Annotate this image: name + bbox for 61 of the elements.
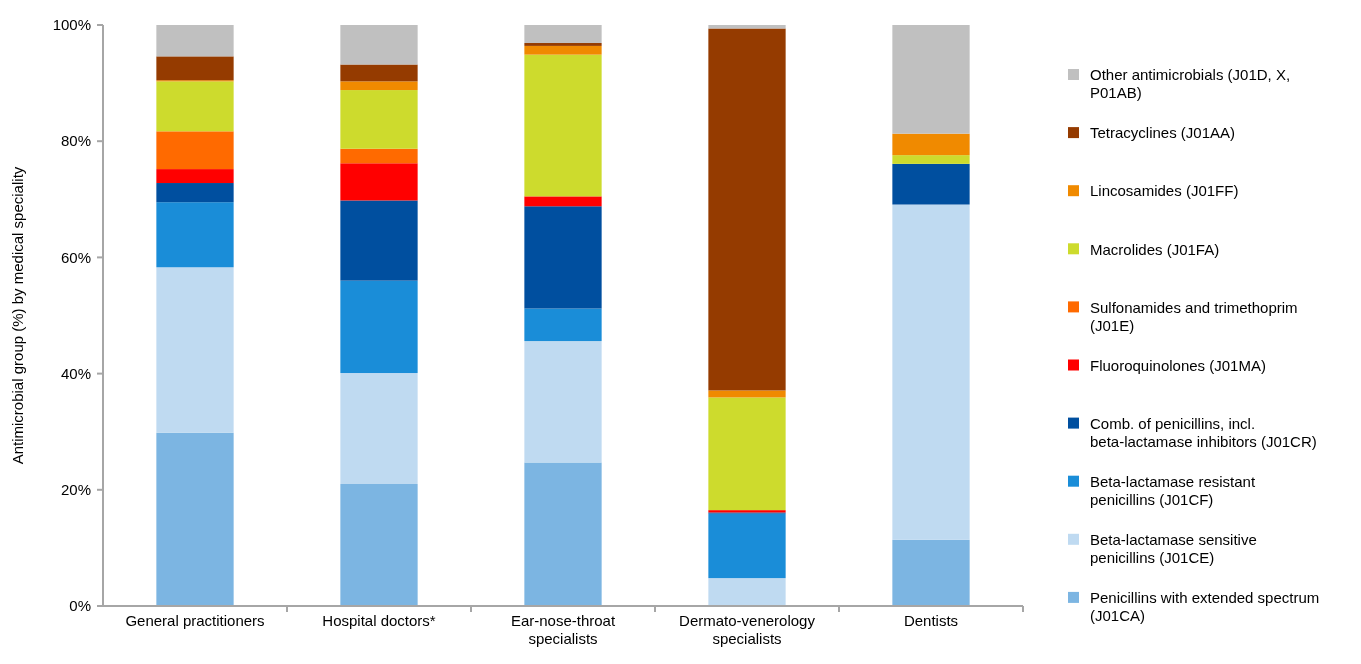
legend-label: Tetracyclines (J01AA) [1090,124,1236,142]
bar [892,539,970,606]
y-tick-label: 40% [60,364,91,382]
x-tick-label: General practitioners [125,612,265,629]
y-tick-label: 60% [60,248,91,266]
bar [340,280,418,374]
bar [340,163,418,201]
bar [340,81,418,91]
y-tick-label: 0% [69,597,91,615]
bar [156,131,234,170]
bar [524,308,602,342]
bar [892,155,970,164]
bar [892,163,970,205]
legend-label: Penicillins with extended spectrum (J01CA) [1090,589,1320,625]
bar [892,133,970,156]
bar [156,267,234,433]
bar [524,45,602,55]
bar [156,169,234,184]
bar [340,64,418,82]
legend-label: Fluoroquinolones (J01MA) [1090,356,1266,374]
bar [892,204,970,540]
bar [340,483,418,606]
x-tick-label: Ear-nose-throat specialists [510,612,616,647]
y-tick-label: 80% [60,132,91,150]
bar [524,196,602,207]
bar [524,462,602,606]
bar [340,200,418,281]
bar [340,25,418,65]
bar [156,56,234,81]
legend-label: Sulfonamides and trimethoprim (J01E) [1090,298,1298,334]
legend-label: Macrolides (J01FA) [1090,240,1220,258]
y-tick-label: 100% [52,16,91,34]
bar [708,513,786,579]
bar [892,25,970,134]
bar [340,373,418,484]
legend-label: Comb. of penicillins, incl. beta-lactamase inhibitors (J01CR) [1090,414,1317,450]
bar [156,25,234,57]
bar [340,90,418,149]
bar [156,183,234,203]
bar [340,148,418,164]
y-axis-title: Antimicrobial group (%) by medical speciality [9,166,26,465]
bar [156,432,234,606]
bar [524,54,602,197]
legend-label: Beta-lactamase sensitive penicillins (J01CE) [1090,531,1257,567]
bar [156,202,234,268]
bar [524,25,602,44]
bar [156,81,234,132]
y-tick-label: 20% [60,481,91,499]
bar [708,390,786,398]
bar [708,397,786,511]
x-tick-label: Hospital doctors* [322,612,436,629]
bar [708,578,786,606]
bar [708,28,786,391]
bar [524,341,602,463]
legend-label: Other antimicrobials (J01D, X, P01AB) [1090,66,1291,102]
legend-label: Beta-lactamase resistant penicillins (J01CF) [1090,472,1256,508]
x-tick-label: Dentists [903,612,959,629]
bar [524,43,602,46]
bar [524,206,602,309]
legend-label: Lincosamides (J01FF) [1090,182,1239,200]
x-tick-label: Dermato-venerology specialists [679,612,816,647]
